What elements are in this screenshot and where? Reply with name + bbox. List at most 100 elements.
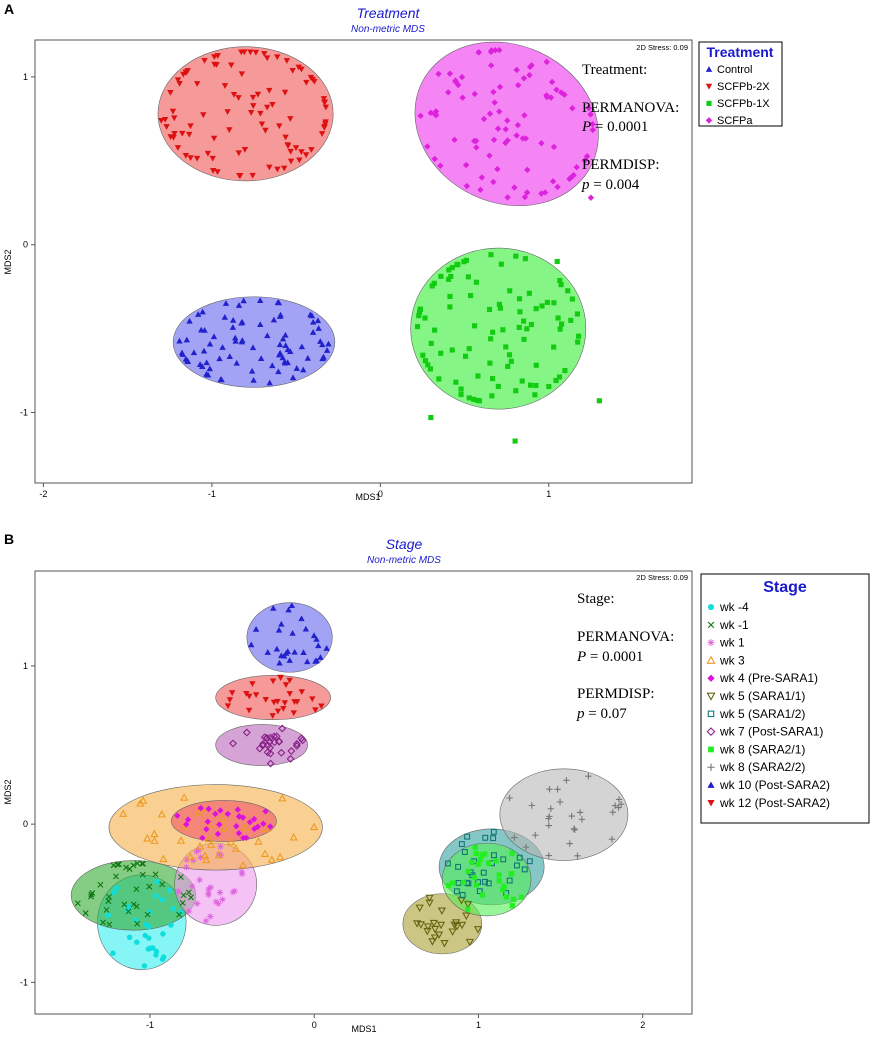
panel-b-point-10 bbox=[302, 625, 310, 632]
panel-b-xtick-label-0: -1 bbox=[146, 1020, 154, 1030]
panel-a-point-3 bbox=[458, 73, 466, 81]
panel-a-point-2 bbox=[416, 309, 423, 315]
panel-b-point-6 bbox=[464, 833, 471, 840]
panel-a-point-1 bbox=[266, 164, 273, 171]
panel-b-point-8 bbox=[473, 882, 479, 888]
panel-b-legend-item-11: wk 12 (Post-SARA2) bbox=[707, 796, 830, 810]
panel-a-point-2 bbox=[524, 326, 530, 332]
panel-a-points bbox=[158, 46, 602, 444]
panel-a-point-0 bbox=[176, 337, 183, 344]
panel-a-point-2 bbox=[429, 283, 435, 289]
panel-b-legend-marker-8 bbox=[708, 746, 714, 753]
panel-b-point-1 bbox=[188, 894, 194, 901]
panel-a-point-0 bbox=[250, 377, 257, 383]
panel-b-point-9 bbox=[506, 794, 513, 802]
panel-a-point-2 bbox=[596, 398, 602, 404]
panel-a-point-0 bbox=[256, 297, 264, 303]
panel-a-point-3 bbox=[513, 66, 520, 74]
panel-a-point-0 bbox=[315, 325, 322, 331]
panel-b-point-4 bbox=[183, 821, 190, 828]
panel-b-point-9 bbox=[608, 836, 616, 843]
panel-b-point-5 bbox=[440, 940, 449, 948]
panel-a-point-1 bbox=[257, 110, 264, 117]
panel-b-point-9 bbox=[546, 785, 553, 793]
panel-a-point-2 bbox=[497, 305, 503, 311]
panel-b-point-0 bbox=[111, 889, 117, 896]
panel-b-point-9 bbox=[611, 802, 619, 809]
panel-a-point-0 bbox=[183, 336, 191, 343]
panel-b-point-8 bbox=[471, 875, 477, 881]
panel-b-legend-label-2: wk 1 bbox=[719, 636, 745, 650]
panel-b-legend-item-8: wk 8 (SARA2/1) bbox=[708, 742, 805, 756]
panel-b-point-6 bbox=[476, 888, 483, 895]
panel-a-point-2 bbox=[532, 392, 538, 398]
panel-a-point-3 bbox=[424, 143, 431, 150]
panel-b-point-3 bbox=[267, 855, 276, 863]
panel-b-point-1 bbox=[146, 883, 153, 890]
panel-a-point-0 bbox=[195, 311, 202, 317]
panel-a-point-3 bbox=[490, 136, 498, 143]
panel-b-point-8 bbox=[479, 852, 485, 858]
panel-b-point-6 bbox=[465, 880, 472, 887]
panel-a-point-2 bbox=[539, 303, 545, 309]
panel-b-point-0 bbox=[126, 934, 133, 940]
panel-b-point-6 bbox=[444, 860, 451, 867]
panel-a-stress: 2D Stress: 0.09 bbox=[636, 43, 688, 52]
panel-b-point-0 bbox=[170, 905, 176, 912]
panel-b-point-8 bbox=[496, 878, 502, 884]
panel-a-point-3 bbox=[488, 47, 495, 54]
panel-b-point-8 bbox=[465, 906, 471, 912]
panel-b-point-9 bbox=[545, 822, 553, 829]
panel-a-point-3 bbox=[543, 93, 551, 101]
panel-a-point-3 bbox=[496, 108, 503, 115]
panel-a-point-2 bbox=[465, 274, 471, 280]
panel-b-point-0 bbox=[105, 912, 112, 918]
panel-a-point-1 bbox=[235, 150, 243, 157]
panel-a-point-1 bbox=[296, 157, 303, 164]
panel-b-point-3 bbox=[180, 793, 189, 801]
panel-a-point-2 bbox=[448, 273, 454, 279]
panel-a-point-1 bbox=[169, 108, 177, 115]
panel-b-point-5 bbox=[434, 931, 444, 940]
panel-a-point-0 bbox=[257, 321, 264, 328]
panel-b-point-10 bbox=[317, 654, 324, 660]
panel-b-point-1 bbox=[123, 864, 129, 871]
panel-b-point-1 bbox=[115, 861, 122, 868]
panel-b-point-2 bbox=[185, 907, 193, 915]
panel-a-ellipse-1 bbox=[157, 46, 334, 182]
panel-a-point-1 bbox=[226, 127, 233, 134]
panel-b-point-10 bbox=[278, 620, 285, 627]
panel-a-point-2 bbox=[575, 339, 581, 345]
panel-a-point-1 bbox=[214, 53, 221, 59]
panel-b-point-4 bbox=[174, 812, 181, 819]
panel-a-point-1 bbox=[228, 62, 235, 69]
panel-a-point-1 bbox=[287, 116, 294, 122]
panel-b-point-8 bbox=[509, 903, 515, 909]
panel-a-xtick-label-3: 1 bbox=[546, 489, 551, 499]
panel-b-point-8 bbox=[478, 856, 484, 862]
panel-b-point-11 bbox=[281, 700, 289, 707]
panel-a-ytick-label-1: 0 bbox=[23, 240, 28, 250]
panel-b-point-6 bbox=[459, 891, 466, 898]
panel-b-point-5 bbox=[473, 926, 483, 934]
panel-a-point-3 bbox=[478, 174, 486, 181]
panel-a-point-2 bbox=[533, 362, 539, 368]
panel-a-point-3 bbox=[589, 126, 597, 134]
panel-b-point-1 bbox=[110, 862, 117, 869]
panel-b-point-4 bbox=[203, 825, 210, 833]
panel-b-ellipses bbox=[70, 602, 629, 970]
panel-a-point-0 bbox=[229, 316, 237, 323]
panel-a-point-2 bbox=[416, 313, 422, 319]
panel-a-legend-item-3: SCFPa bbox=[705, 115, 753, 127]
panel-a-point-2 bbox=[458, 391, 464, 398]
panel-a-point-2 bbox=[516, 324, 522, 330]
panel-a-point-1 bbox=[221, 83, 229, 89]
panel-a-point-1 bbox=[186, 131, 193, 138]
panel-b-ytick-label-2: 1 bbox=[23, 661, 28, 671]
panel-b-point-6 bbox=[521, 866, 528, 873]
panel-b-point-6 bbox=[490, 835, 497, 842]
panel-a-point-1 bbox=[261, 51, 268, 57]
panel-a-point-0 bbox=[300, 366, 307, 373]
panel-b-point-1 bbox=[100, 919, 106, 926]
